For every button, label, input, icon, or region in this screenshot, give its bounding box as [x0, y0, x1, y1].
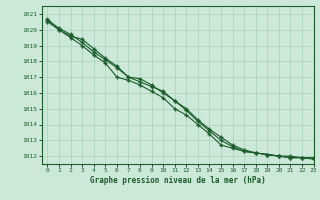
X-axis label: Graphe pression niveau de la mer (hPa): Graphe pression niveau de la mer (hPa) — [90, 176, 266, 185]
